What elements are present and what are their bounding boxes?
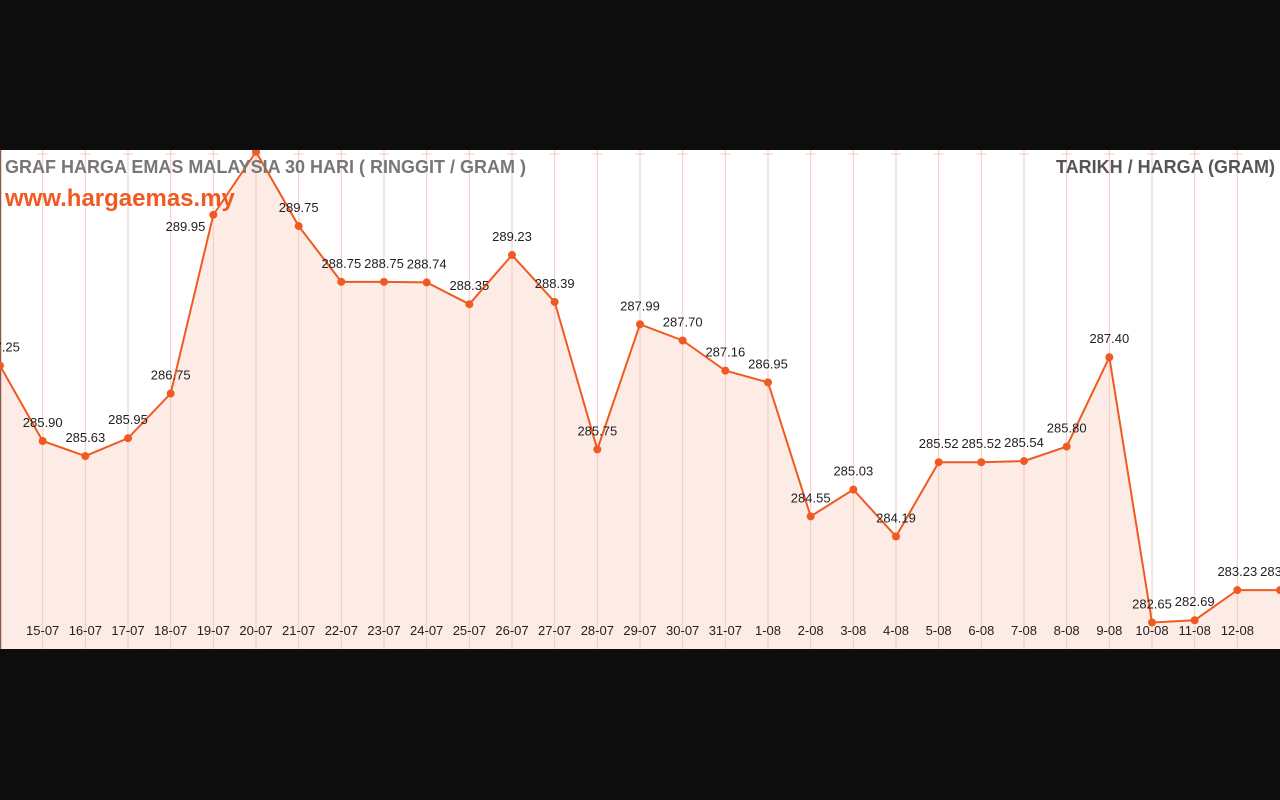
data-point (806, 512, 815, 521)
data-label: 283.23 (1217, 564, 1257, 579)
data-point (977, 458, 986, 467)
data-label: 288.39 (535, 276, 575, 291)
data-label: 289.23 (492, 229, 532, 244)
data-label: 284.55 (791, 490, 831, 505)
x-tick-label: 5-08 (926, 623, 952, 638)
data-point (1276, 586, 1280, 595)
x-tick-label: 1-08 (755, 623, 781, 638)
data-label: 282.69 (1175, 594, 1215, 609)
data-label: 285.80 (1047, 421, 1087, 436)
data-point (124, 434, 132, 443)
data-label: 285.03 (833, 464, 873, 479)
data-point (721, 366, 730, 375)
x-tick-label: 15-07 (26, 623, 59, 638)
x-tick-label: 10-08 (1135, 623, 1168, 638)
data-point (636, 320, 644, 329)
site-watermark[interactable]: www.hargaemas.my (5, 185, 235, 212)
x-tick-label: 27-07 (538, 623, 571, 638)
data-label: 289.95 (166, 219, 206, 234)
data-point (764, 378, 772, 387)
data-point (380, 277, 388, 286)
data-label: 289.75 (279, 200, 319, 215)
x-tick-label: 7-08 (1011, 623, 1037, 638)
x-tick-label: 11-08 (1179, 623, 1211, 638)
data-point (0, 361, 4, 370)
chart-title: GRAF HARGA EMAS MALAYSIA 30 HARI ( RINGG… (5, 157, 527, 177)
data-label: 285.54 (1004, 435, 1044, 450)
x-tick-label: 23-07 (367, 623, 400, 638)
x-tick-label: 22-07 (325, 623, 358, 638)
data-label: 285.52 (919, 436, 959, 451)
x-tick-label: 4-08 (883, 623, 909, 638)
data-label: 283.23 (1260, 564, 1280, 579)
data-point (1062, 442, 1071, 451)
x-tick-label: 24-07 (410, 623, 443, 638)
data-label: 288.74 (407, 256, 447, 271)
data-label: 288.75 (321, 256, 361, 271)
data-label: 285.63 (65, 430, 105, 445)
data-point (1190, 616, 1199, 625)
data-point (422, 278, 431, 287)
data-point (508, 251, 516, 260)
x-tick-label: 12-08 (1221, 623, 1254, 638)
data-label: 286.95 (748, 356, 788, 371)
x-tick-label: 16-07 (69, 623, 102, 638)
data-label: 285.75 (577, 423, 617, 438)
data-point (38, 437, 47, 445)
data-label: 288.35 (449, 278, 489, 293)
data-label: 287.70 (663, 314, 703, 329)
data-point (81, 452, 90, 461)
data-point (1233, 586, 1242, 595)
x-tick-label: 18-07 (154, 623, 187, 638)
x-tick-label: 17-07 (111, 623, 144, 638)
x-tick-label: 19-07 (197, 623, 230, 638)
x-tick-label: 31-07 (709, 623, 742, 638)
data-label: 288.75 (364, 256, 404, 271)
data-label: 287.99 (620, 298, 660, 313)
chart-svg: 15-07 16-07 17-07 18-07 19-07 20-07 21-07 22-07… (0, 150, 1280, 649)
data-point (550, 297, 559, 306)
legend-label: TARIKH / HARGA (GRAM) (1056, 157, 1275, 177)
x-tick-label: 28-07 (581, 623, 614, 638)
gold-price-chart: 15-07 16-07 17-07 18-07 19-07 20-07 21-07 22-07… (0, 150, 1280, 649)
data-point (294, 222, 303, 231)
data-label: 284.19 (876, 510, 916, 525)
data-label: 287.40 (1089, 331, 1129, 346)
x-tick-label: 2-08 (798, 623, 824, 638)
data-point (1148, 618, 1156, 627)
x-tick-label: 26-07 (495, 623, 528, 638)
data-label: 285.95 (108, 412, 148, 427)
x-tick-label: 30-07 (666, 623, 699, 638)
x-tick-label: 9-08 (1096, 623, 1122, 638)
data-point (892, 532, 900, 541)
data-point (1105, 353, 1114, 362)
data-point (209, 210, 218, 219)
data-point (593, 445, 602, 454)
x-tick-label: 29-07 (623, 623, 656, 638)
data-point (166, 389, 175, 398)
x-tick-label: 21-07 (282, 623, 315, 638)
data-label: 285.52 (961, 436, 1001, 451)
data-point (465, 300, 474, 309)
x-tick-label: 25-07 (453, 623, 486, 638)
data-label: 287.16 (705, 345, 745, 360)
data-label: 286.75 (151, 368, 191, 383)
data-point (337, 277, 346, 286)
data-label: 285.90 (23, 415, 63, 430)
x-tick-label: 8-08 (1054, 623, 1080, 638)
x-tick-label: 6-08 (968, 623, 994, 638)
x-tick-label: 20-07 (239, 623, 272, 638)
x-tick-label: 3-08 (840, 623, 866, 638)
data-point (252, 150, 260, 156)
data-point (1020, 457, 1028, 466)
data-point (934, 458, 943, 467)
data-label: 287.25 (0, 340, 20, 355)
data-label: 282.65 (1132, 596, 1172, 611)
data-point (678, 336, 687, 345)
data-point (849, 485, 858, 494)
